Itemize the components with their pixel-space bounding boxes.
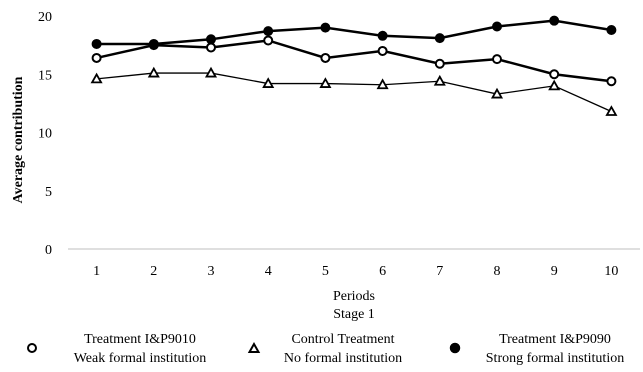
x-tick-label: 5	[322, 264, 329, 279]
chart-subtitle: Stage 1	[333, 307, 375, 322]
data-point	[433, 74, 446, 86]
series-2	[90, 66, 618, 116]
data-point	[492, 54, 502, 65]
data-point	[490, 87, 504, 99]
y-tick-label: 0	[45, 243, 52, 258]
legend-item-treatment-9090: Treatment I&P9090 Strong formal institut…	[449, 332, 624, 366]
legend-label-line1: Treatment I&P9010	[84, 332, 196, 347]
legend-marker-filled-circle	[449, 342, 461, 354]
legend-label-line1: Treatment I&P9090	[499, 332, 611, 347]
x-tick-label: 3	[208, 264, 215, 279]
series-line	[96, 19, 612, 46]
data-point	[434, 33, 445, 44]
legend-label-line2: Weak formal institution	[74, 351, 207, 366]
x-tick-label: 8	[494, 264, 501, 279]
legend-label-line2: No formal institution	[284, 351, 402, 366]
data-point	[376, 78, 389, 90]
x-axis-title: Periods	[333, 289, 375, 304]
legend-item-control: Control Treatment No formal institution	[247, 332, 402, 366]
data-point	[90, 72, 103, 84]
series-3	[91, 15, 617, 49]
data-point	[606, 24, 617, 35]
data-point	[263, 26, 274, 37]
data-point	[91, 52, 102, 63]
data-point	[492, 21, 502, 32]
legend-marker-open-circle	[27, 343, 37, 353]
y-tick-label: 15	[38, 68, 52, 83]
y-tick-label: 5	[45, 185, 52, 200]
data-point	[204, 66, 218, 78]
data-point	[605, 105, 618, 116]
x-tick-label: 2	[150, 264, 157, 279]
data-point	[434, 58, 445, 69]
data-point	[320, 22, 331, 33]
x-tick-label: 4	[265, 264, 272, 279]
data-point	[206, 42, 216, 53]
data-point	[549, 69, 560, 80]
x-tick-label: 9	[551, 264, 558, 279]
y-axis-title: Average contribution	[11, 76, 26, 203]
x-tick-label: 6	[379, 264, 386, 279]
legend: Treatment I&P9010 Weak formal institutio…	[27, 332, 624, 366]
data-point	[377, 30, 388, 41]
data-point	[319, 77, 332, 88]
data-point	[263, 35, 274, 46]
legend-label-line2: Strong formal institution	[486, 351, 624, 366]
data-point	[548, 79, 561, 91]
y-tick-labels: 0 5 10 15 20	[38, 10, 52, 258]
y-tick-label: 10	[38, 127, 52, 142]
legend-item-treatment-9010: Treatment I&P9010 Weak formal institutio…	[27, 332, 207, 366]
data-point	[91, 38, 102, 49]
x-tick-label: 7	[436, 264, 443, 279]
legend-marker-open-triangle	[247, 341, 261, 353]
data-point	[147, 66, 160, 78]
y-tick-label: 20	[38, 10, 52, 25]
series-line	[96, 72, 612, 113]
legend-label-line1: Control Treatment	[291, 332, 394, 347]
data-point	[377, 45, 388, 56]
data-point	[206, 34, 216, 45]
series-group	[90, 15, 618, 116]
data-point	[148, 38, 159, 49]
data-point	[549, 15, 560, 26]
data-point	[262, 77, 275, 88]
x-tick-label: 1	[93, 264, 100, 279]
data-point	[320, 52, 331, 63]
series-line	[96, 39, 612, 83]
x-tick-label: 10	[604, 264, 618, 279]
x-tick-labels: 1 2 3 4 5 6 7 8 9 10	[93, 264, 618, 279]
data-point	[606, 76, 617, 87]
